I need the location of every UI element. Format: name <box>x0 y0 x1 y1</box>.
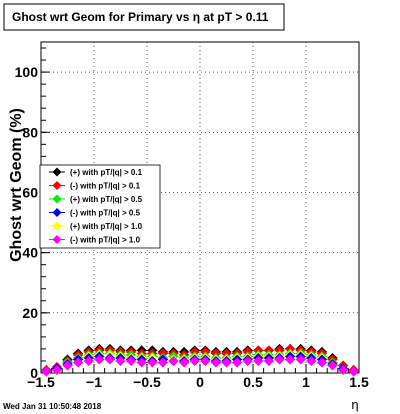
data-point <box>274 354 285 365</box>
legend-marker <box>52 221 62 231</box>
data-point <box>348 366 359 377</box>
data-point <box>62 360 73 371</box>
data-point <box>200 355 211 366</box>
legend-marker <box>52 235 62 244</box>
data-point <box>104 354 115 365</box>
x-tick-label: 1.5 <box>349 374 369 390</box>
legend-marker <box>52 208 62 217</box>
data-point <box>263 355 274 366</box>
data-point <box>242 355 253 366</box>
legend-label: (-) with pT/|q| > 0.5 <box>70 209 141 218</box>
legend-label: (-) with pT/|q| > 0.1 <box>70 182 141 191</box>
x-tick-label: −1 <box>86 374 102 390</box>
legend-entry: (-) with pT/|q| > 0.1 <box>49 181 141 191</box>
legend-marker <box>52 194 62 204</box>
y-tick-label: 0 <box>30 365 38 381</box>
y-tick-label: 100 <box>15 64 39 80</box>
y-tick-label: 20 <box>22 305 38 321</box>
legend-entry: (+) with pT/|q| > 0.5 <box>49 194 143 204</box>
data-point <box>221 357 232 368</box>
title-box: Ghost wrt Geom for Primary vs η at pT > … <box>3 3 285 31</box>
data-point <box>232 357 243 368</box>
x-tick-label: 0 <box>196 374 204 390</box>
data-point <box>94 354 105 365</box>
data-point <box>285 354 296 365</box>
y-tick-label: 60 <box>22 184 38 200</box>
legend-label: (+) with pT/|q| > 0.1 <box>70 168 143 177</box>
data-point <box>73 357 84 368</box>
chart-title: Ghost wrt Geom for Primary vs η at pT > … <box>12 10 269 24</box>
series-points <box>41 354 359 377</box>
legend-label: (-) with pT/|q| > 1.0 <box>70 236 141 245</box>
data-point <box>338 364 349 375</box>
legend-marker <box>52 167 62 177</box>
data-point <box>115 355 126 366</box>
legend-entry: (+) with pT/|q| > 0.1 <box>49 167 143 177</box>
y-axis-title: Ghost wrt Geom (%) <box>8 108 25 262</box>
legend-marker <box>52 181 62 190</box>
y-tick-label: 80 <box>22 124 38 140</box>
x-tick-label: −1.5 <box>27 374 55 390</box>
legend-entry: (-) with pT/|q| > 1.0 <box>49 235 141 245</box>
x-tick-label: −0.5 <box>133 374 161 390</box>
x-tick-label: 0.5 <box>243 374 263 390</box>
data-point <box>83 355 94 366</box>
data-point <box>157 357 168 368</box>
data-point <box>189 355 200 366</box>
data-point <box>306 355 317 366</box>
data-point <box>253 355 264 366</box>
data-point <box>168 355 179 366</box>
x-axis-title: η <box>351 397 358 412</box>
data-point <box>316 357 327 368</box>
legend: (+) with pT/|q| > 0.1 (-) with pT/|q| > 0… <box>39 164 161 249</box>
legend-label: (+) with pT/|q| > 0.5 <box>70 195 143 204</box>
footer-timestamp: Wed Jan 31 10:50:48 2018 <box>3 402 102 411</box>
legend-entry: (-) with pT/|q| > 0.5 <box>49 208 141 218</box>
data-point <box>147 357 158 368</box>
data-point <box>41 366 52 377</box>
data-point <box>51 364 62 375</box>
data-points <box>41 343 359 377</box>
tick-labels: 0 20 40 60 80 100 −1.5 −1 −0.5 0 0.5 1 1.5 <box>15 64 369 390</box>
data-point <box>136 357 147 368</box>
data-point <box>295 354 306 365</box>
data-point <box>126 355 137 366</box>
legend-entry: (+) with pT/|q| > 1.0 <box>49 221 143 231</box>
y-tick-label: 40 <box>22 245 38 261</box>
data-point <box>179 357 190 368</box>
legend-label: (+) with pT/|q| > 1.0 <box>70 222 143 231</box>
x-tick-label: 1 <box>302 374 310 390</box>
data-point <box>327 360 338 371</box>
data-point <box>210 357 221 368</box>
